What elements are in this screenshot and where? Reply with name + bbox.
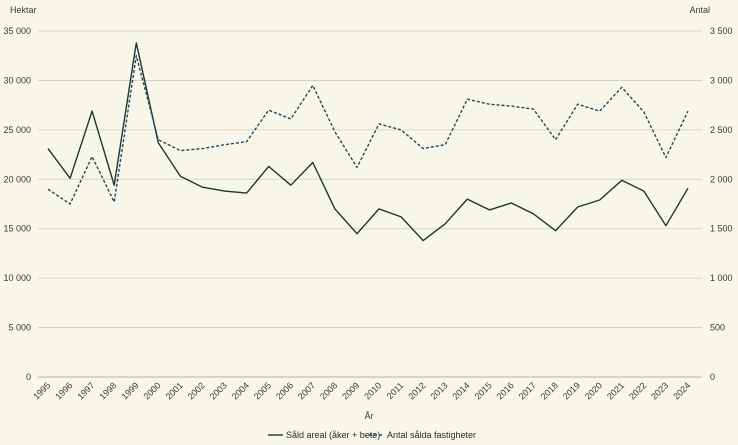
x-tick-label: 2000 bbox=[142, 380, 163, 401]
left-y-tick-label: 10 000 bbox=[3, 273, 31, 283]
right-y-tick-label: 1 000 bbox=[710, 273, 733, 283]
x-tick-label: 2003 bbox=[208, 380, 229, 401]
right-y-tick-label: 3 500 bbox=[710, 26, 733, 36]
x-tick-label: 2002 bbox=[186, 380, 207, 401]
x-tick-label: 2004 bbox=[230, 380, 251, 401]
x-tick-label: 1997 bbox=[75, 380, 96, 401]
x-tick-label: 1999 bbox=[119, 380, 140, 401]
x-tick-label: 2012 bbox=[406, 380, 427, 401]
right-y-tick-label: 2 000 bbox=[710, 174, 733, 184]
x-tick-label: 2018 bbox=[539, 380, 560, 401]
legend-label-count: Antal sålda fastigheter bbox=[387, 430, 476, 440]
left-y-tick-label: 0 bbox=[26, 372, 31, 382]
series-layer bbox=[47, 42, 689, 242]
x-tick-label: 2023 bbox=[649, 380, 670, 401]
left-y-axis-title: Hektar bbox=[10, 5, 37, 15]
grid-lines bbox=[38, 30, 702, 378]
legend: Såld areal (åker + bete) Antal sålda fas… bbox=[268, 430, 476, 440]
x-axis-ticks: 1995 1996 1997 1998 1999 2000 2001 2002 2003 2004… bbox=[31, 380, 692, 401]
x-tick-label: 2022 bbox=[627, 380, 648, 401]
x-tick-label: 2010 bbox=[362, 380, 383, 401]
right-y-tick-label: 1 500 bbox=[710, 224, 733, 234]
left-y-tick-label: 20 000 bbox=[3, 174, 31, 184]
x-tick-label: 2016 bbox=[495, 380, 516, 401]
left-y-axis-ticks: 0 5 000 10 000 15 000 20 000 25 000 30 000 35 0… bbox=[3, 26, 31, 382]
x-tick-label: 2024 bbox=[671, 380, 692, 401]
x-tick-label: 2011 bbox=[385, 380, 406, 401]
x-tick-label: 2019 bbox=[561, 380, 582, 401]
right-y-tick-label: 2 500 bbox=[710, 125, 733, 135]
x-tick-label: 2017 bbox=[517, 380, 538, 401]
left-y-tick-label: 25 000 bbox=[3, 125, 31, 135]
series-line-count bbox=[47, 55, 689, 205]
right-y-tick-label: 0 bbox=[710, 372, 715, 382]
x-axis-title: År bbox=[365, 411, 374, 421]
x-tick-label: 2008 bbox=[318, 380, 339, 401]
left-y-tick-label: 5 000 bbox=[8, 323, 31, 333]
left-y-tick-label: 15 000 bbox=[3, 224, 31, 234]
left-y-tick-label: 35 000 bbox=[3, 26, 31, 36]
x-tick-label: 2020 bbox=[583, 380, 604, 401]
x-tick-label: 1998 bbox=[97, 380, 118, 401]
x-tick-label: 2007 bbox=[296, 380, 317, 401]
legend-label-area: Såld areal (åker + bete) bbox=[286, 430, 380, 440]
x-tick-label: 2005 bbox=[252, 380, 273, 401]
right-y-axis-ticks: 0 500 1 000 1 500 2 000 2 500 3 000 3 500 bbox=[710, 26, 733, 382]
right-y-tick-label: 3 000 bbox=[710, 75, 733, 85]
right-y-axis-title: Antal bbox=[689, 5, 710, 15]
x-tick-label: 2015 bbox=[473, 380, 494, 401]
x-tick-label: 2021 bbox=[605, 380, 626, 401]
x-tick-label: 2009 bbox=[340, 380, 361, 401]
x-tick-label: 1995 bbox=[31, 380, 52, 401]
left-y-tick-label: 30 000 bbox=[3, 75, 31, 85]
x-tick-label: 2014 bbox=[450, 380, 471, 401]
right-y-tick-label: 500 bbox=[710, 323, 725, 333]
x-tick-label: 2001 bbox=[164, 380, 185, 401]
x-tick-label: 2006 bbox=[274, 380, 295, 401]
x-tick-label: 1996 bbox=[53, 380, 74, 401]
x-tick-label: 2013 bbox=[428, 380, 449, 401]
series-line-area bbox=[47, 42, 689, 242]
